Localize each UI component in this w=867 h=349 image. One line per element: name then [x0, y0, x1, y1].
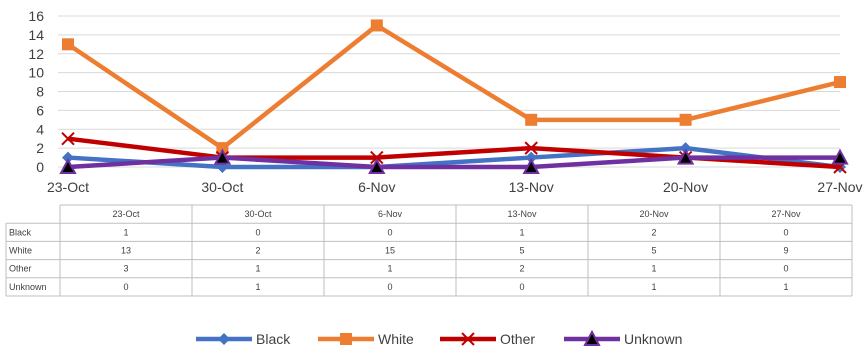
table-header-cell: 13-Nov	[507, 209, 537, 219]
legend-item-other: Other	[440, 331, 535, 347]
table-cell: 1	[255, 282, 260, 292]
data-point-white	[62, 38, 74, 51]
y-tick-label: 4	[36, 121, 44, 137]
data-point-black	[679, 142, 692, 155]
table-cell: 2	[519, 264, 524, 274]
table-row-label: Other	[9, 264, 32, 274]
series-lines	[59, 19, 849, 174]
table-header-cell: 30-Oct	[244, 209, 272, 219]
table-cell: 2	[651, 227, 656, 237]
legend-item-white: White	[318, 331, 414, 347]
legend-label-unknown: Unknown	[624, 331, 682, 347]
legend-item-unknown: Unknown	[564, 329, 682, 347]
table-cell: 5	[651, 246, 656, 256]
x-axis-ticks: 23-Oct 30-Oct 6-Nov 13-Nov 20-Nov 27-Nov	[47, 179, 863, 195]
y-tick-label: 12	[28, 46, 44, 62]
table-cell: 1	[255, 264, 260, 274]
table-header-cell: 20-Nov	[639, 209, 669, 219]
table-cell: 15	[385, 246, 395, 256]
table-cell: 0	[123, 282, 128, 292]
x-tick-label: 23-Oct	[47, 179, 89, 195]
data-table: 23-Oct 30-Oct 6-Nov 13-Nov 20-Nov 27-Nov Black…	[5, 204, 853, 297]
table-cell: 1	[783, 282, 788, 292]
series-line-unknown	[67, 155, 840, 170]
table-header-cell: 6-Nov	[378, 209, 403, 219]
data-point-unknown	[676, 148, 695, 165]
data-point-white	[834, 76, 846, 89]
legend-marker-black	[218, 333, 230, 345]
legend-marker-white	[340, 333, 352, 345]
table-header-cell: 23-Oct	[112, 209, 140, 219]
table-cell: 1	[387, 264, 392, 274]
data-point-black	[62, 151, 74, 164]
table-cell: 13	[121, 246, 131, 256]
data-point-unknown	[59, 157, 77, 174]
series-white	[62, 19, 846, 155]
x-tick-label: 30-Oct	[201, 179, 243, 195]
legend-item-black: Black	[196, 331, 291, 347]
data-point-other	[370, 150, 384, 165]
table-cell: 0	[255, 227, 260, 237]
table-cell: 0	[519, 282, 524, 292]
table-cell: 0	[783, 264, 788, 274]
y-tick-label: 8	[36, 84, 44, 100]
table-cell: 5	[519, 246, 524, 256]
series-line-white	[66, 23, 841, 151]
legend: Black White Other Unknown	[196, 329, 682, 347]
table-cell: 1	[651, 282, 656, 292]
x-tick-label: 13-Nov	[509, 179, 554, 195]
gridlines	[58, 15, 840, 168]
legend-marker-unknown	[583, 329, 601, 346]
y-tick-label: 14	[28, 27, 44, 43]
table-row-label: White	[9, 246, 32, 256]
y-axis-ticks: 0 2 4 6 8 10 12 14 16	[28, 8, 44, 175]
series-line-black	[67, 145, 841, 170]
table-header-cell: 27-Nov	[771, 209, 801, 219]
data-point-other	[61, 131, 75, 146]
y-tick-label: 6	[36, 102, 44, 118]
data-point-unknown	[522, 157, 540, 174]
table-row-label: Black	[9, 227, 32, 237]
table-cell: 1	[123, 227, 128, 237]
table-cell: 2	[255, 246, 260, 256]
data-point-white	[525, 113, 538, 126]
y-tick-label: 10	[28, 65, 44, 81]
table-cell: 1	[651, 264, 656, 274]
y-tick-label: 2	[36, 140, 44, 156]
data-point-unknown	[213, 148, 232, 165]
series-unknown	[59, 148, 849, 174]
legend-label-white: White	[378, 331, 414, 347]
table-row-label: Unknown	[9, 282, 47, 292]
x-tick-label: 6-Nov	[358, 179, 395, 195]
data-point-unknown	[368, 157, 386, 174]
x-tick-label: 27-Nov	[817, 179, 862, 195]
data-point-black	[525, 151, 538, 164]
data-point-other	[524, 141, 538, 155]
table-cell: 3	[123, 264, 128, 274]
data-point-unknown	[831, 148, 849, 165]
table-cell: 0	[783, 227, 788, 237]
x-tick-label: 20-Nov	[663, 179, 708, 195]
table-cell: 0	[387, 282, 392, 292]
data-point-white	[370, 19, 383, 32]
y-tick-label: 0	[36, 159, 44, 175]
legend-label-other: Other	[500, 331, 535, 347]
table-cell: 0	[387, 227, 392, 237]
y-tick-label: 16	[28, 8, 44, 24]
legend-label-black: Black	[256, 331, 291, 347]
data-point-white	[216, 142, 229, 155]
data-point-white	[679, 113, 692, 126]
table-cell: 9	[783, 246, 788, 256]
legend-marker-other	[461, 332, 475, 346]
table-cell: 1	[519, 227, 524, 237]
